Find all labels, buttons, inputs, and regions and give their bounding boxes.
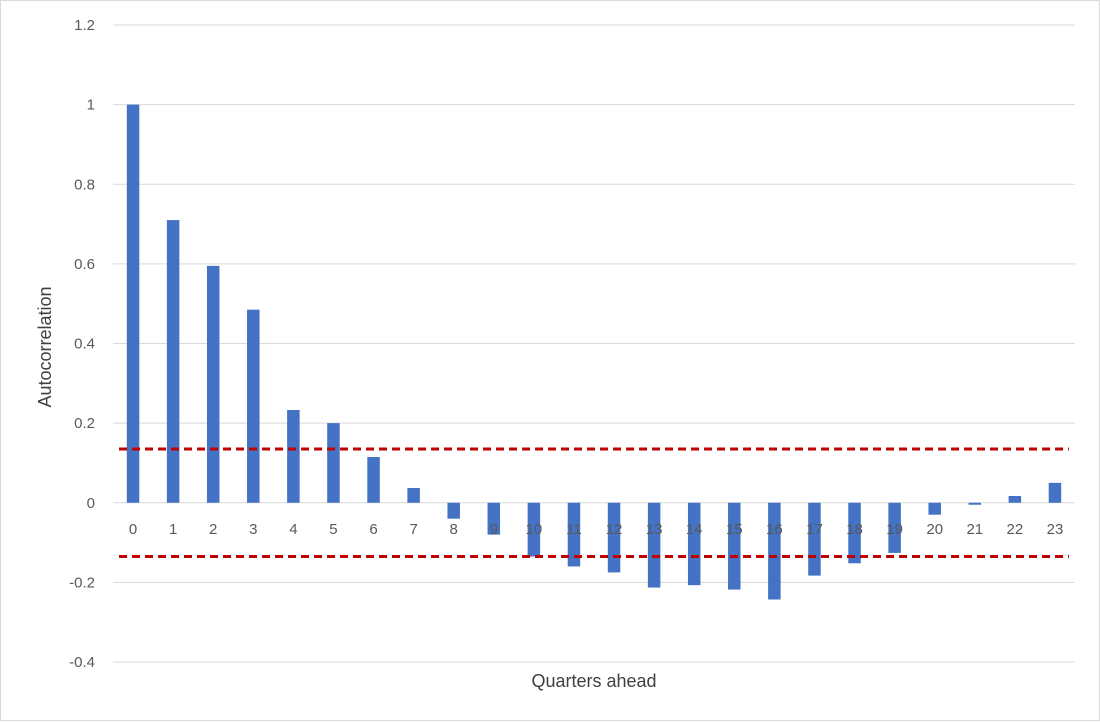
x-tick-label: 19 <box>886 521 903 538</box>
x-tick-label: 7 <box>409 521 417 538</box>
bar <box>126 104 140 503</box>
x-tick-label: 15 <box>726 521 743 538</box>
bar <box>687 502 701 586</box>
bar <box>928 502 941 515</box>
bar <box>567 502 581 567</box>
bar <box>968 502 982 505</box>
y-tick-label: 1 <box>87 97 95 114</box>
x-tick-label: 10 <box>526 521 543 538</box>
bar <box>407 488 420 503</box>
x-tick-label: 20 <box>926 521 943 538</box>
y-axis-ticks: -0.4 -0.2 0 0.2 0.4 0.6 0.8 1 1.2 <box>69 17 95 671</box>
bar <box>1008 495 1022 503</box>
x-tick-label: 2 <box>209 521 217 538</box>
x-tick-label: 1 <box>169 521 177 538</box>
x-tick-label: 16 <box>766 521 783 538</box>
y-tick-label: 0.8 <box>74 176 95 193</box>
y-tick-label: 0 <box>87 495 95 512</box>
x-tick-label: 22 <box>1007 521 1024 538</box>
x-tick-label: 6 <box>369 521 377 538</box>
bar <box>808 502 821 576</box>
x-tick-label: 17 <box>806 521 823 538</box>
gridlines <box>113 24 1075 663</box>
x-axis-title: Quarters ahead <box>531 671 656 691</box>
bar <box>287 409 300 503</box>
bar <box>728 502 741 590</box>
x-tick-label: 0 <box>129 521 137 538</box>
x-tick-label: 9 <box>490 521 498 538</box>
x-tick-label: 8 <box>450 521 458 538</box>
bar <box>1048 482 1062 503</box>
y-axis-title: Autocorrelation <box>35 286 55 407</box>
x-tick-label: 4 <box>289 521 297 538</box>
bar <box>768 502 781 600</box>
bar <box>647 502 661 588</box>
x-tick-label: 13 <box>646 521 663 538</box>
bar <box>166 220 180 503</box>
y-tick-label: 0.6 <box>74 256 95 273</box>
y-tick-label: 0.2 <box>74 415 95 432</box>
x-tick-label: 11 <box>566 521 582 538</box>
bar <box>527 502 541 557</box>
x-tick-label: 23 <box>1047 521 1064 538</box>
bar <box>327 423 340 503</box>
x-tick-label: 18 <box>846 521 863 538</box>
x-tick-label: 5 <box>329 521 337 538</box>
bar <box>888 502 901 553</box>
x-axis-ticks: 0 1 2 3 4 5 6 7 8 9 10 11 12 13 14 15 16 17 18 19 20 21 22 23 <box>129 521 1063 538</box>
y-tick-label: -0.2 <box>69 574 95 591</box>
bar <box>447 502 460 519</box>
bar <box>487 502 501 535</box>
bar <box>206 265 220 503</box>
x-tick-label: 12 <box>606 521 623 538</box>
confidence-bounds <box>119 447 1069 558</box>
bars <box>126 104 1062 600</box>
x-tick-label: 3 <box>249 521 257 538</box>
y-tick-label: 1.2 <box>74 17 95 34</box>
y-tick-label: -0.4 <box>69 654 95 671</box>
x-tick-label: 21 <box>966 521 983 538</box>
bar <box>367 456 380 503</box>
bar <box>247 309 260 503</box>
x-tick-label: 14 <box>686 521 703 538</box>
bar <box>848 502 861 564</box>
y-tick-label: 0.4 <box>74 336 95 353</box>
